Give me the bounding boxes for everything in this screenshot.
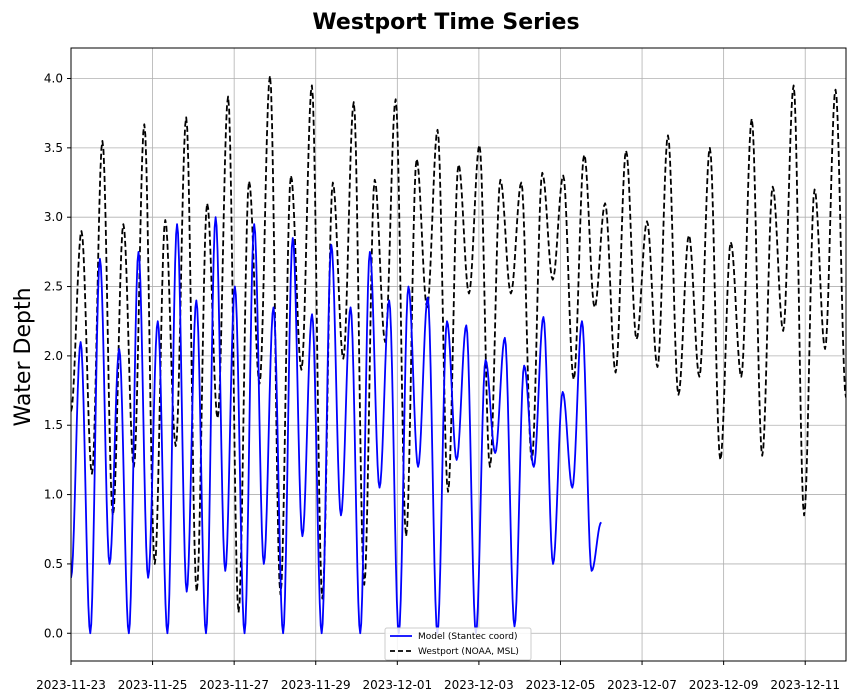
y-tick-label: 1.5 xyxy=(44,418,63,432)
x-tick-label: 2023-12-03 xyxy=(444,678,514,692)
x-tick-label: 2023-12-11 xyxy=(770,678,840,692)
x-tick-label: 2023-12-05 xyxy=(526,678,596,692)
y-tick-label: 3.5 xyxy=(44,141,63,155)
y-axis-label: Water Depth xyxy=(11,287,36,426)
series-lines xyxy=(71,74,846,635)
x-tick-label: 2023-12-01 xyxy=(362,678,432,692)
x-tick-label: 2023-11-29 xyxy=(281,678,351,692)
y-tick-label: 4.0 xyxy=(44,72,63,86)
y-tick-label: 2.5 xyxy=(44,280,63,294)
y-tick-label: 3.0 xyxy=(44,210,63,224)
legend-label-westport: Westport (NOAA, MSL) xyxy=(418,647,519,657)
series-line-model xyxy=(71,216,602,635)
axis-ticks: 2023-11-23 2023-11-25 2023-11-27 2023-11-29… xyxy=(36,72,840,692)
x-tick-label: 2023-12-07 xyxy=(607,678,677,692)
legend-box xyxy=(384,627,532,661)
legend-label-model: Model (Stantec coord) xyxy=(418,632,517,642)
x-tick-label: 2023-11-23 xyxy=(36,678,106,692)
legend: Model (Stantec coord) Westport (NOAA, MS… xyxy=(384,627,532,661)
y-tick-label: 0.0 xyxy=(44,626,63,640)
y-tick-label: 1.0 xyxy=(44,488,63,502)
y-tick-label: 0.5 xyxy=(44,557,63,571)
x-tick-label: 2023-12-09 xyxy=(689,678,759,692)
y-tick-label: 2.0 xyxy=(44,349,63,363)
plot-frame xyxy=(70,47,847,662)
chart-title: Westport Time Series xyxy=(312,10,579,35)
x-tick-label: 2023-11-27 xyxy=(199,678,269,692)
x-tick-label: 2023-11-25 xyxy=(118,678,188,692)
series-line-westport xyxy=(71,74,846,614)
